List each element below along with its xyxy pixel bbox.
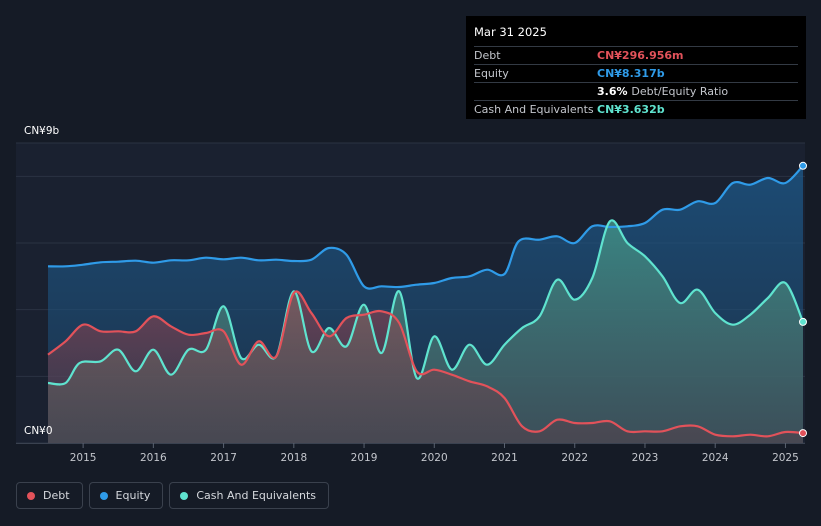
equity-end-marker bbox=[799, 161, 807, 170]
debt-end-marker bbox=[799, 429, 807, 438]
tooltip-value: CN¥3.632b bbox=[597, 103, 665, 116]
tooltip-row-equity: Equity CN¥8.317b bbox=[474, 65, 798, 83]
end-markers bbox=[799, 161, 807, 438]
debt-dot-icon bbox=[27, 491, 35, 500]
ratio-value: 3.6% bbox=[597, 85, 628, 98]
tooltip-row-cash: Cash And Equivalents CN¥3.632b bbox=[474, 101, 798, 118]
x-tick-label: 2020 bbox=[421, 452, 448, 464]
tooltip-date: Mar 31 2025 bbox=[474, 24, 798, 47]
cash-and-equivalents-line bbox=[47, 219, 805, 386]
tooltip-value: CN¥296.956m bbox=[597, 49, 684, 62]
x-tick-label: 2022 bbox=[561, 452, 588, 464]
debt-area bbox=[48, 291, 803, 443]
x-tick-label: 2021 bbox=[491, 452, 518, 464]
legend-label: Debt bbox=[43, 489, 70, 502]
tooltip-label: Equity bbox=[474, 67, 509, 80]
y-axis-top-label: CN¥9b bbox=[24, 125, 60, 137]
x-tick-label: 2016 bbox=[140, 452, 167, 464]
legend-label: Equity bbox=[115, 489, 151, 502]
legend-label: Cash And Equivalents bbox=[196, 489, 316, 502]
equity-line bbox=[47, 165, 804, 290]
tooltip-label: Debt bbox=[474, 49, 501, 62]
series-areas bbox=[48, 165, 803, 444]
x-tick-label: 2025 bbox=[772, 452, 799, 464]
debt-line bbox=[47, 290, 804, 438]
tooltip-label bbox=[474, 83, 597, 100]
legend-item-debt[interactable]: Debt bbox=[16, 482, 83, 509]
cash-dot-icon bbox=[180, 491, 189, 500]
x-axis-ticks: 2015 2016 2017 2018 2019 2020 2021 2022 2023 2024… bbox=[16, 443, 805, 464]
y-axis-bottom-label: CN¥0 bbox=[24, 425, 53, 437]
legend-item-cash[interactable]: Cash And Equivalents bbox=[169, 482, 329, 509]
x-tick-label: 2017 bbox=[210, 452, 237, 464]
tooltip-value: 3.6% Debt/Equity Ratio bbox=[597, 83, 728, 100]
tooltip-row-debt: Debt CN¥296.956m bbox=[474, 47, 798, 65]
x-tick-label: 2023 bbox=[632, 452, 659, 464]
x-tick-label: 2024 bbox=[702, 452, 729, 464]
x-tick-label: 2015 bbox=[70, 452, 97, 464]
ratio-label: Debt/Equity Ratio bbox=[631, 85, 729, 98]
legend: Debt Equity Cash And Equivalents bbox=[16, 482, 329, 509]
tooltip-value: CN¥8.317b bbox=[597, 67, 665, 80]
x-tick-label: 2019 bbox=[351, 452, 378, 464]
tooltip-row-ratio: 3.6% Debt/Equity Ratio bbox=[474, 83, 798, 101]
equity-dot-icon bbox=[99, 491, 108, 500]
tooltip-label: Cash And Equivalents bbox=[474, 103, 594, 116]
series-lines bbox=[47, 165, 805, 438]
legend-item-equity[interactable]: Equity bbox=[88, 482, 164, 509]
x-tick-label: 2018 bbox=[280, 452, 307, 464]
tooltip: Mar 31 2025 Debt CN¥296.956m Equity CN¥8… bbox=[466, 16, 806, 119]
cash-and-equivalents-end-marker bbox=[799, 317, 807, 326]
